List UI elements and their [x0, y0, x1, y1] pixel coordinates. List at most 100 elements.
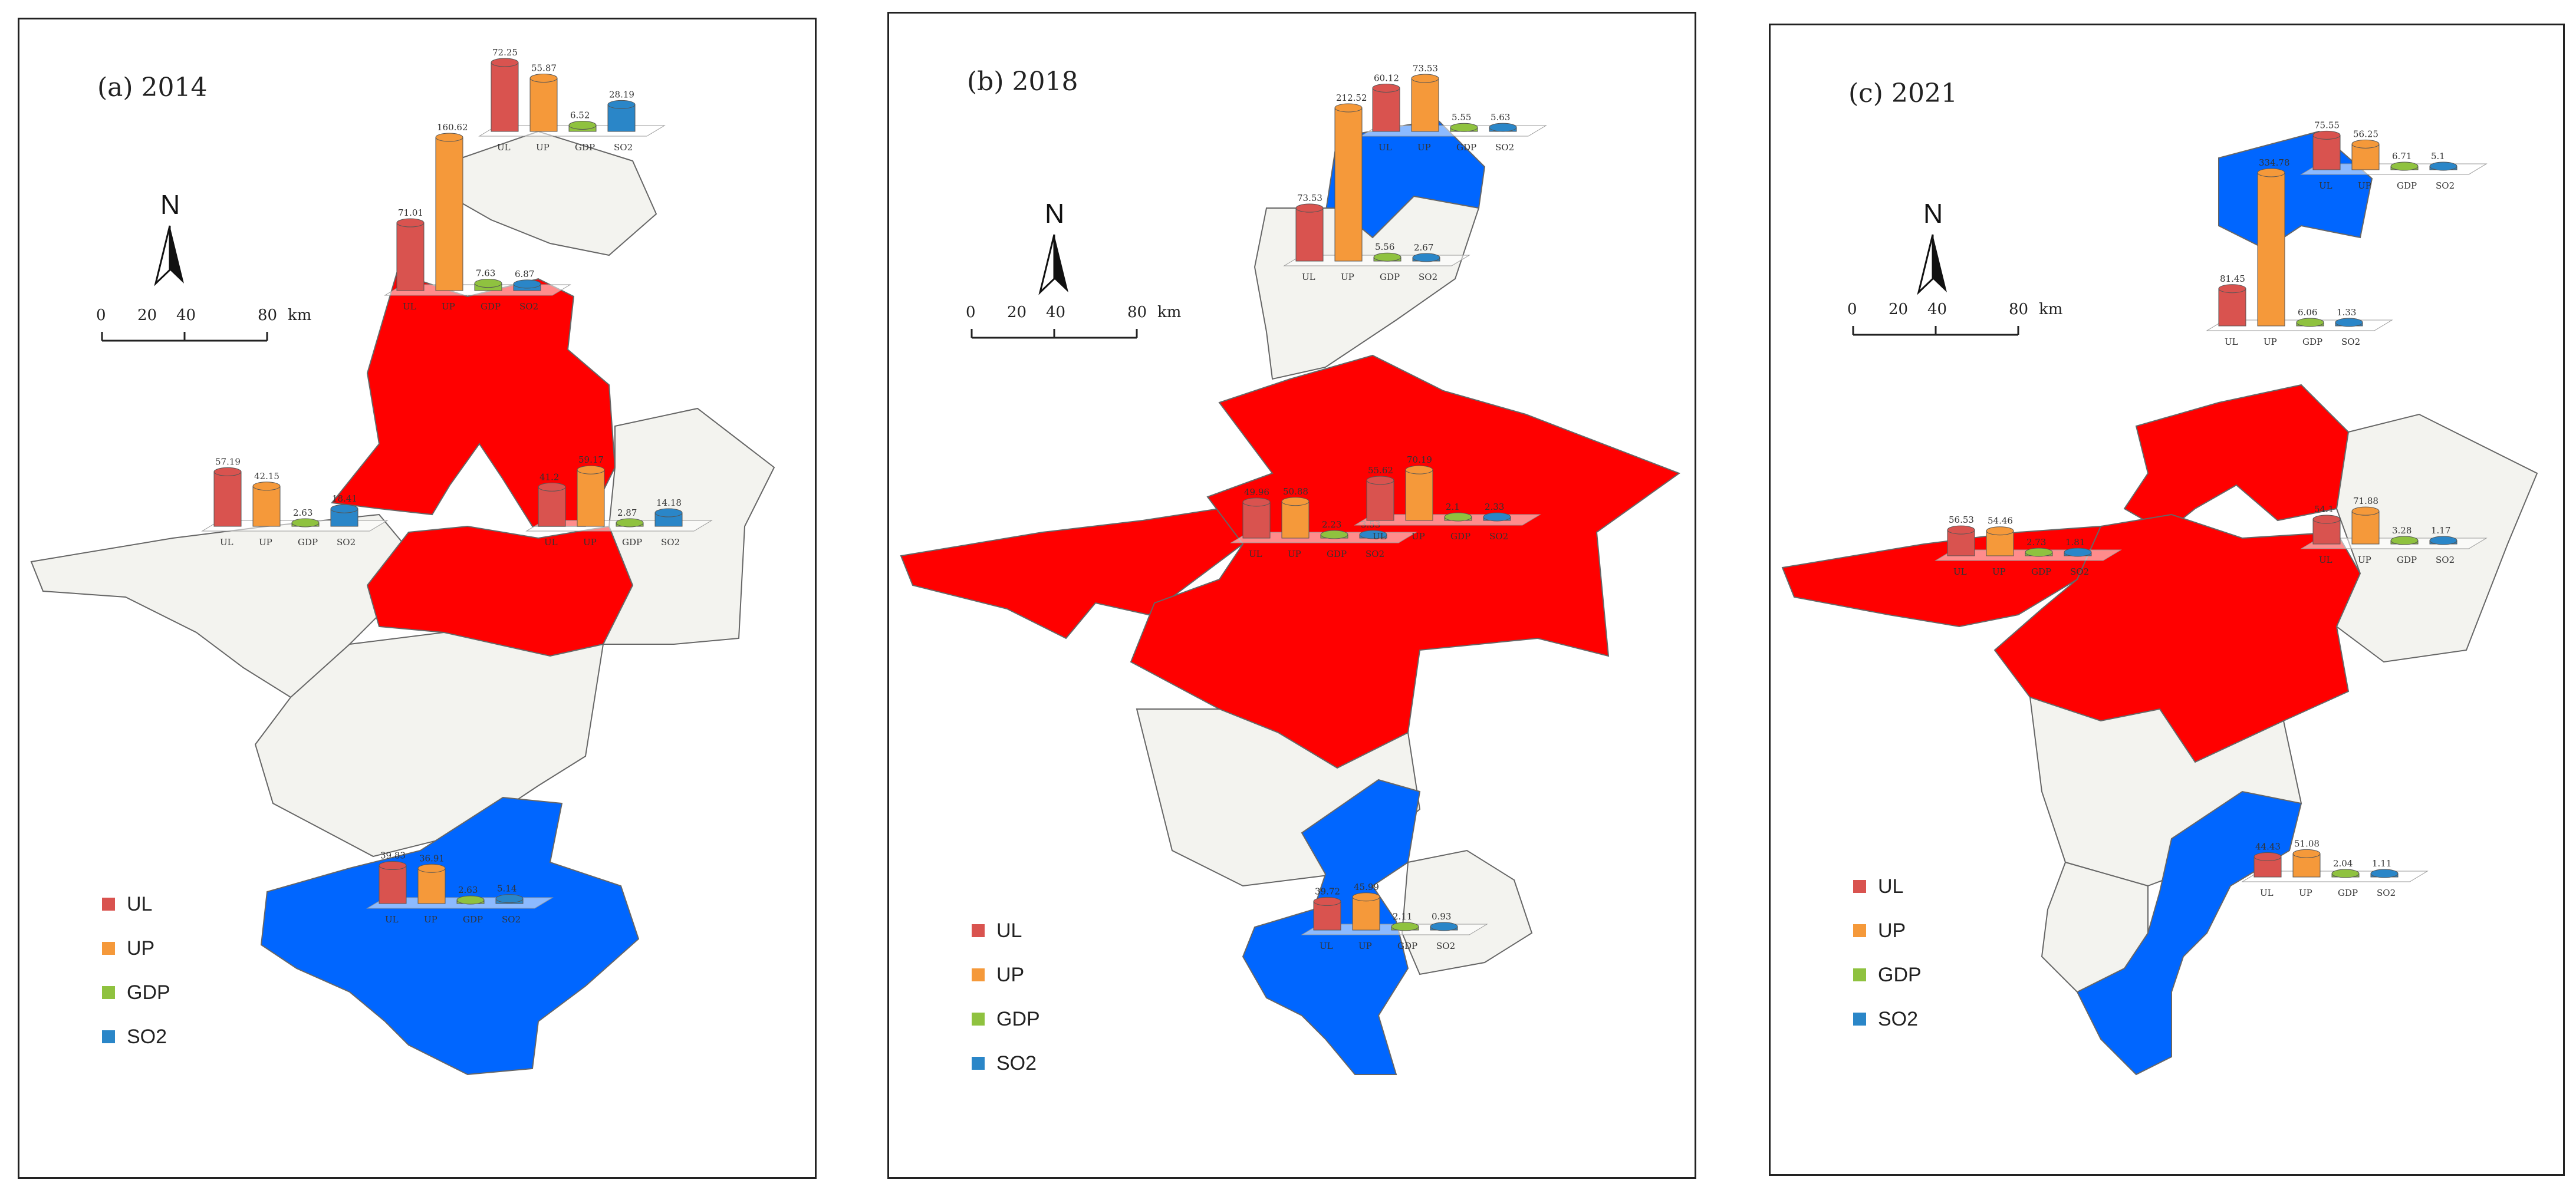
bar-category-label: UL	[2260, 888, 2274, 898]
bar-ul	[379, 865, 407, 904]
bar-top-up	[529, 74, 558, 83]
bar-category-label: UP	[1288, 549, 1301, 559]
bar-value-label: 50.88	[1283, 486, 1308, 497]
bar-chart-s: 44.43 UL 51.08 UP 2.04 GDP 1.11 SO2	[2241, 838, 2429, 898]
bar-top-ul	[1295, 203, 1324, 213]
bar-category-label: UL	[1953, 566, 1967, 577]
legend-swatch-so2	[972, 1057, 985, 1070]
bar-value-label: 55.87	[531, 63, 557, 74]
svg-text:km: km	[1157, 304, 1181, 321]
bar-ul	[1372, 87, 1400, 132]
bar-category-label: GDP	[2302, 337, 2322, 347]
legend-swatch-so2	[102, 1030, 115, 1043]
bar-up	[1405, 469, 1433, 521]
bar-value-label: 59.17	[578, 454, 604, 465]
bar-value-label: 36.91	[419, 853, 445, 863]
bar-category-label: UP	[2299, 888, 2312, 898]
bar-category-label: GDP	[463, 914, 483, 925]
bar-category-label: SO2	[2341, 337, 2360, 347]
bar-category-label: GDP	[575, 142, 595, 153]
north-label: N	[1923, 198, 1943, 229]
bar-category-label: UL	[497, 142, 511, 153]
bar-chart-e: 41.2 UL 59.17 UP 2.87 GDP 14.18 SO2	[525, 454, 713, 548]
region-north-mid	[331, 272, 616, 527]
legend-swatch-up	[1853, 924, 1866, 937]
bar-up	[577, 469, 605, 527]
bar-top-so2	[1430, 922, 1458, 931]
bar-up	[417, 868, 446, 904]
map-svg-2021: (c) 2021 N 0 20 40 80 km 75.55U	[1781, 78, 2538, 1076]
bar-up	[1352, 896, 1380, 931]
bar-top-up	[435, 133, 463, 142]
bar-category-label: UP	[442, 301, 455, 312]
bar-value-label: 73.53	[1413, 63, 1438, 74]
bar-category-label: UL	[403, 301, 416, 312]
legend-swatch-ul	[972, 924, 985, 937]
bar-top-so2	[2429, 161, 2457, 171]
bar-top-so2	[1489, 123, 1517, 132]
bar-value-label: 39.83	[380, 851, 406, 861]
bar-top-gdp	[1373, 252, 1401, 262]
bar-category-label: UP	[2358, 555, 2371, 565]
svg-text:UP: UP	[127, 937, 154, 960]
bar-category-label: GDP	[2338, 888, 2358, 898]
bar-up	[252, 486, 281, 527]
svg-text:GDP: GDP	[1878, 964, 1922, 986]
bar-top-so2	[2335, 318, 2363, 327]
map-panel-2021: (c) 2021 N 0 20 40 80 km 75.55 U	[1769, 24, 2565, 1176]
bar-value-label: 18.41	[332, 493, 357, 504]
bar-top-so2	[654, 508, 683, 517]
bar-category-label: SO2	[1495, 142, 1514, 153]
map-panel-2018: (b) 2018 N 0 20 40 80 km 60.12 UL 73.53 U	[887, 12, 1696, 1179]
map-panel-2014: (a) 2014 N 0 20 40 80 km 72.25 UL 55.87 U	[18, 18, 817, 1179]
bar-top-gdp	[1320, 530, 1348, 539]
bar-category-label: SO2	[2377, 888, 2396, 898]
bar-value-label: 2.63	[458, 885, 478, 895]
bar-top-so2	[2429, 536, 2457, 545]
bar-category-label: GDP	[1456, 142, 1476, 153]
bar-top-ul	[2253, 852, 2282, 861]
bar-value-label: 2.67	[1414, 242, 1433, 253]
bar-category-label: SO2	[2070, 566, 2089, 577]
bar-category-label: UP	[1341, 272, 1354, 282]
bar-category-label: UP	[1358, 941, 1372, 951]
bar-value-label: 41.2	[539, 472, 559, 482]
bar-top-so2	[607, 100, 636, 109]
bar-value-label: 2.1	[1446, 502, 1460, 512]
svg-text:40: 40	[1927, 301, 1947, 318]
svg-text:km: km	[2039, 301, 2062, 318]
bar-category-label: UL	[1302, 272, 1315, 282]
bar-value-label: 2.23	[1322, 519, 1341, 530]
bar-value-label: 75.55	[2314, 120, 2340, 130]
bar-charts: 72.25 UL 55.87 UP 6.52 GDP 28.19 SO2 71.01 UL 160.…	[201, 47, 713, 925]
scale-bar: 0 20 40 80 km	[96, 306, 311, 342]
region-north	[2218, 130, 2373, 250]
bar-ul	[213, 471, 242, 527]
bar-chart-n2: 81.45 UL 334.78 UP 6.06 GDP 1.33 SO2	[2206, 157, 2393, 347]
bar-top-ul	[396, 218, 425, 228]
panel-title: (b) 2018	[967, 67, 1078, 97]
bar-category-label: SO2	[1436, 941, 1455, 951]
bar-category-label: GDP	[1380, 272, 1400, 282]
svg-text:80: 80	[1127, 304, 1147, 321]
bar-top-ul	[213, 467, 242, 476]
svg-text:SO2: SO2	[1878, 1008, 1918, 1030]
north-arrow: N	[1038, 198, 1068, 295]
bar-category-label: GDP	[298, 537, 318, 548]
bar-value-label: 6.71	[2392, 151, 2411, 161]
bar-value-label: 72.25	[492, 47, 518, 58]
bar-category-label: GDP	[1397, 941, 1417, 951]
legend: UL UP GDP SO2	[972, 919, 1040, 1074]
bar-top-gdp	[2390, 161, 2419, 171]
bar-category-label: UP	[583, 537, 597, 548]
bar-value-label: 6.06	[2298, 307, 2317, 318]
svg-text:40: 40	[1046, 304, 1065, 321]
bar-top-up	[417, 863, 446, 873]
bar-value-label: 7.63	[476, 268, 495, 279]
bar-top-up	[2257, 168, 2285, 177]
bar-chart-n1: 60.12 UL 73.53 UP 5.55 GDP 5.63 SO2	[1360, 63, 1547, 153]
bar-category-label: SO2	[614, 142, 633, 153]
bar-chart-e: 54.1 UL 71.88 UP 3.28 GDP 1.17 SO2	[2300, 496, 2488, 565]
